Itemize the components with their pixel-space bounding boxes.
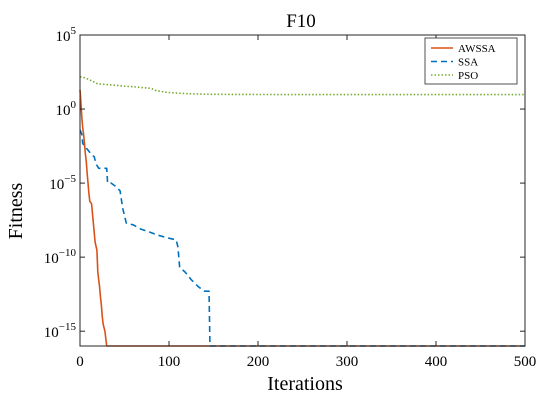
y-tick-label: 10−10 <box>44 247 77 267</box>
series-line-awssa <box>79 89 525 347</box>
series-line-pso <box>79 76 525 96</box>
y-tick-label: 10−5 <box>49 173 76 193</box>
x-tick-label: 100 <box>158 354 181 370</box>
y-tick-label: 100 <box>56 99 77 119</box>
x-tick-label: 200 <box>247 354 270 370</box>
legend-label-pso: PSO <box>458 70 478 82</box>
legend-label-ssa: SSA <box>458 57 478 69</box>
axes: 0 100 200 300 400 500 10−15 10−10 10−5 100 105 <box>44 25 536 370</box>
series-layer <box>79 76 525 347</box>
x-tick-label: 500 <box>514 354 537 370</box>
y-tick-label: 105 <box>56 25 77 45</box>
chart-title: F10 <box>286 11 316 32</box>
legend-box <box>424 37 518 85</box>
x-axis-label: Iterations <box>267 373 343 395</box>
x-tick-label: 300 <box>336 354 359 370</box>
legend-label-awssa: AWSSA <box>458 43 496 55</box>
y-axis-label: Fitness <box>5 182 27 239</box>
plot-background <box>80 35 525 346</box>
series-line-ssa <box>79 129 525 347</box>
plot-area <box>80 35 525 346</box>
x-tick-label: 0 <box>76 354 84 370</box>
x-tick-label: 400 <box>425 354 448 370</box>
axes-box <box>79 34 526 347</box>
y-tick-label: 10−15 <box>44 321 77 341</box>
